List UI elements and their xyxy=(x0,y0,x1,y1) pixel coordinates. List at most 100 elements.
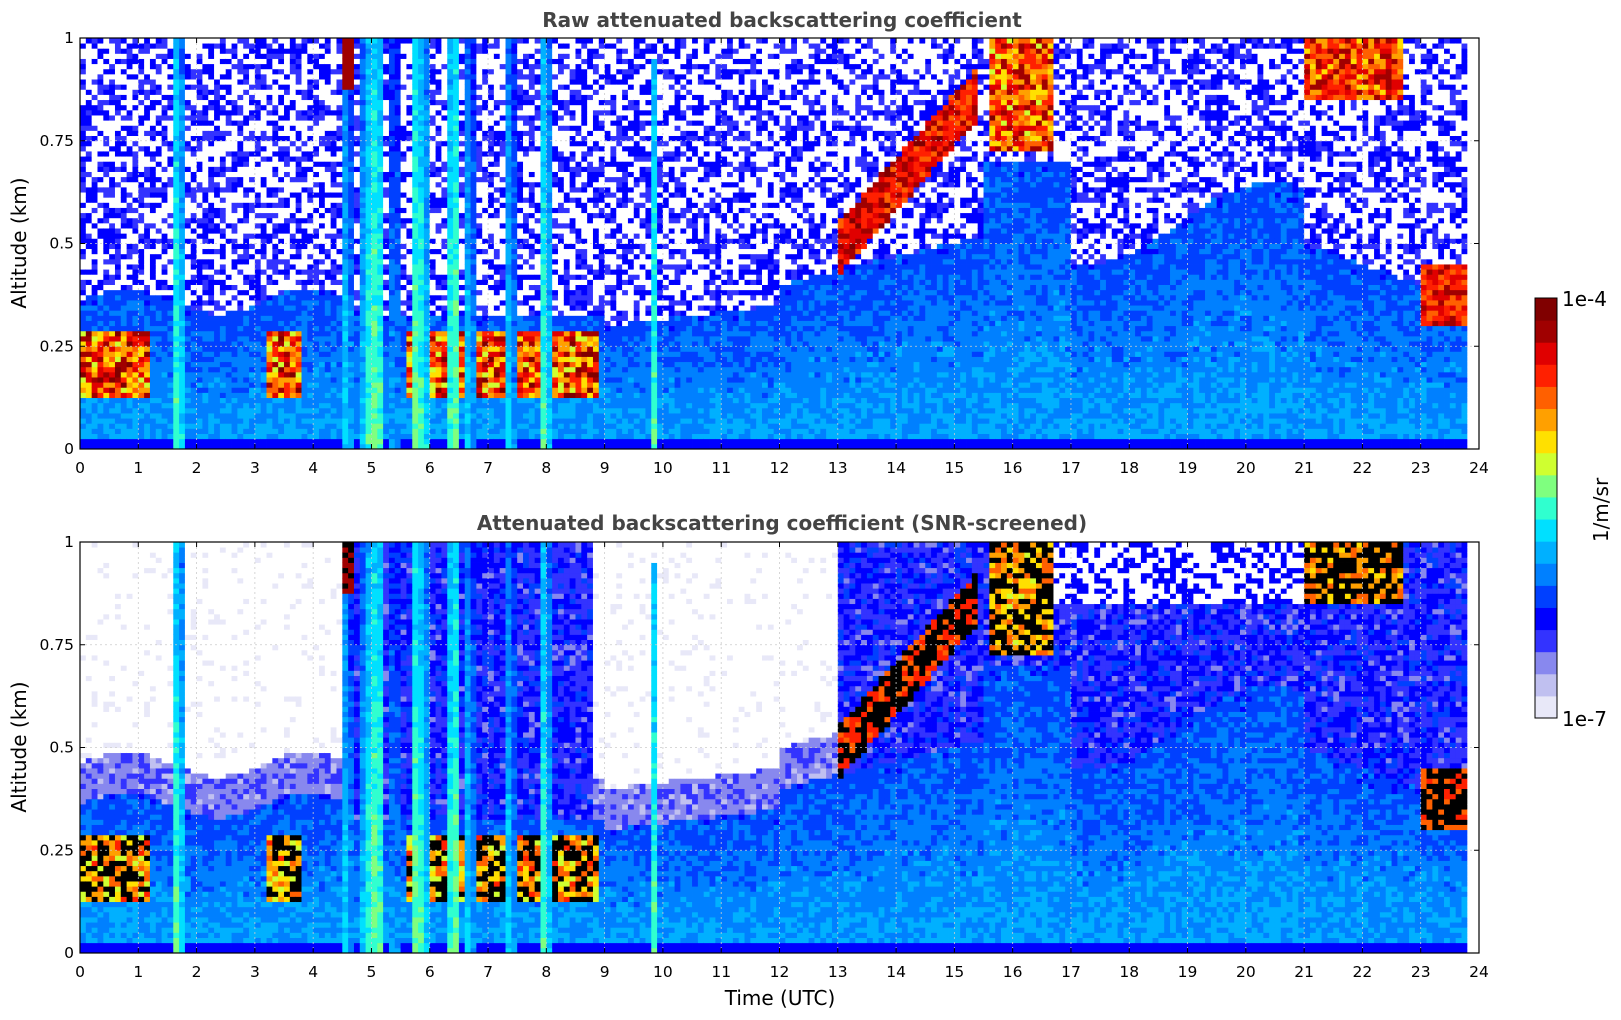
heatmap-cell xyxy=(267,331,273,337)
heatmap-cell xyxy=(144,156,150,162)
heatmap-cell xyxy=(401,295,407,301)
heatmap-cell xyxy=(138,177,144,183)
heatmap-cell xyxy=(167,105,173,111)
heatmap-cell xyxy=(383,156,389,162)
heatmap-cell xyxy=(132,74,138,80)
heatmap-cell xyxy=(278,321,284,327)
heatmap-cell xyxy=(325,166,331,172)
heatmap-cell xyxy=(97,208,103,214)
heatmap-cell xyxy=(360,161,366,167)
heatmap-cell xyxy=(371,259,377,265)
heatmap-cell xyxy=(354,300,360,306)
heatmap-cell xyxy=(406,418,412,424)
heatmap-cell xyxy=(173,315,179,321)
heatmap-cell xyxy=(302,305,308,311)
heatmap-cell xyxy=(389,372,395,378)
heatmap-cell xyxy=(336,269,342,275)
heatmap-cell xyxy=(354,372,360,378)
heatmap-cell xyxy=(132,279,138,285)
heatmap-cell xyxy=(121,357,127,363)
heatmap-cell xyxy=(261,218,267,224)
heatmap-cell xyxy=(150,408,156,414)
heatmap-cell xyxy=(162,264,168,270)
heatmap-cell xyxy=(127,423,133,429)
heatmap-cell xyxy=(261,233,267,239)
heatmap-cell xyxy=(272,279,278,285)
heatmap-cell xyxy=(342,336,348,342)
heatmap-cell xyxy=(302,64,308,70)
heatmap-cell xyxy=(290,141,296,147)
heatmap-cell xyxy=(144,418,150,424)
heatmap-cell xyxy=(383,125,389,131)
heatmap-cell xyxy=(325,105,331,111)
heatmap-cell xyxy=(191,392,197,398)
heatmap-cell xyxy=(191,357,197,363)
heatmap-cell xyxy=(284,377,290,383)
heatmap-cell xyxy=(267,146,273,152)
heatmap-cell xyxy=(371,357,377,363)
heatmap-cell xyxy=(97,233,103,239)
heatmap-cell xyxy=(377,95,383,101)
heatmap-cell xyxy=(162,310,168,316)
heatmap-cell xyxy=(103,69,109,75)
heatmap-cell xyxy=(86,398,92,404)
heatmap-cell xyxy=(313,305,319,311)
heatmap-cell xyxy=(202,218,208,224)
heatmap-cell xyxy=(80,326,86,332)
heatmap-cell xyxy=(325,372,331,378)
heatmap-cell xyxy=(138,387,144,393)
heatmap-cell xyxy=(237,290,243,296)
heatmap-cell xyxy=(278,331,284,337)
heatmap-cell xyxy=(150,120,156,126)
heatmap-cell xyxy=(185,223,191,229)
heatmap-cell xyxy=(121,295,127,301)
heatmap-cell xyxy=(412,351,418,357)
heatmap-cell xyxy=(150,79,156,85)
heatmap-cell xyxy=(150,64,156,70)
heatmap-cell xyxy=(255,136,261,142)
heatmap-cell xyxy=(97,269,103,275)
heatmap-cell xyxy=(197,315,203,321)
heatmap-cell xyxy=(132,351,138,357)
heatmap-cell xyxy=(214,89,220,95)
heatmap-cell xyxy=(109,228,115,234)
heatmap-cell xyxy=(132,213,138,219)
heatmap-cell xyxy=(313,357,319,363)
heatmap-cell xyxy=(97,387,103,393)
heatmap-cell xyxy=(371,120,377,126)
heatmap-cell xyxy=(220,120,226,126)
heatmap-cell xyxy=(296,177,302,183)
heatmap-cell xyxy=(302,187,308,193)
heatmap-cell xyxy=(336,351,342,357)
heatmap-cell xyxy=(366,53,372,59)
heatmap-cell xyxy=(383,228,389,234)
heatmap-cell xyxy=(138,202,144,208)
heatmap-cell xyxy=(313,84,319,90)
heatmap-cell xyxy=(132,166,138,172)
heatmap-cell xyxy=(86,249,92,255)
heatmap-cell xyxy=(197,367,203,373)
heatmap-cell xyxy=(237,315,243,321)
heatmap-cell xyxy=(138,346,144,352)
heatmap-cell xyxy=(342,115,348,121)
heatmap-cell xyxy=(395,125,401,131)
heatmap-cell xyxy=(272,413,278,419)
heatmap-cell xyxy=(261,105,267,111)
heatmap-cell xyxy=(144,79,150,85)
heatmap-cell xyxy=(127,172,133,178)
heatmap-cell xyxy=(290,166,296,172)
heatmap-cell xyxy=(377,326,383,332)
heatmap-cell xyxy=(92,428,98,434)
heatmap-cell xyxy=(208,161,214,167)
heatmap-cell xyxy=(342,172,348,178)
heatmap-cell xyxy=(278,259,284,265)
heatmap-cell xyxy=(80,115,86,121)
heatmap-cell xyxy=(284,100,290,106)
heatmap-cell xyxy=(92,136,98,142)
heatmap-cell xyxy=(412,315,418,321)
heatmap-cell xyxy=(383,403,389,409)
heatmap-cell xyxy=(389,244,395,250)
heatmap-cell xyxy=(278,336,284,342)
heatmap-cell xyxy=(86,362,92,368)
heatmap-cell xyxy=(150,89,156,95)
